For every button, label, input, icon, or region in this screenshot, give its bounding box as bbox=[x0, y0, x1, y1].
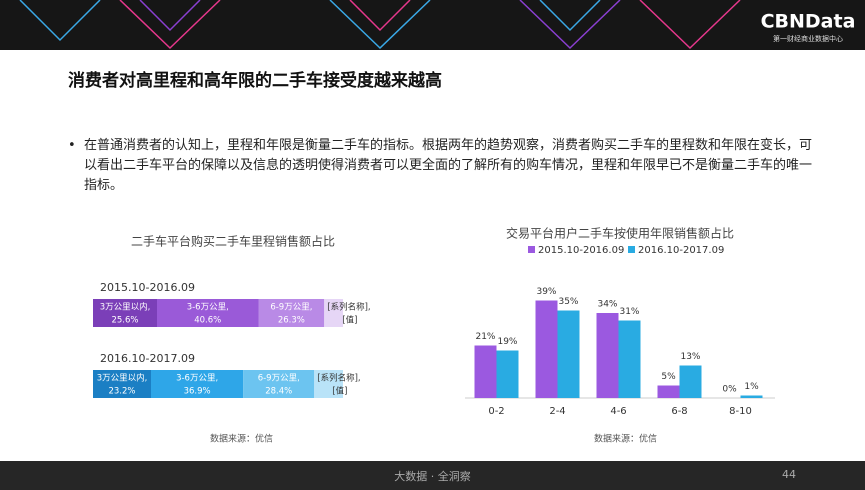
data-label: 21% bbox=[475, 332, 495, 342]
data-label: 31% bbox=[619, 307, 639, 317]
data-label: 1% bbox=[744, 382, 759, 392]
data-label: 0% bbox=[722, 385, 737, 395]
chart-title: 二手车平台购买二手车里程销售额占比 bbox=[131, 234, 335, 249]
segment-name: 3-6万公里, bbox=[176, 374, 218, 384]
data-label: 26.3% bbox=[278, 316, 305, 326]
segment-name: 3-6万公里, bbox=[187, 303, 229, 313]
bar bbox=[535, 300, 558, 398]
bar-segment bbox=[93, 370, 151, 398]
banner-bg bbox=[0, 0, 865, 50]
bar-segment bbox=[93, 299, 157, 327]
bar-segment bbox=[243, 370, 315, 398]
bar bbox=[618, 320, 641, 398]
data-label: [值] bbox=[342, 315, 357, 326]
chart-source: 数据来源：优信 bbox=[210, 433, 273, 445]
x-tick-label: 0-2 bbox=[488, 406, 504, 417]
logo: CBNData bbox=[761, 11, 856, 33]
bar-segment bbox=[314, 370, 343, 398]
header-banner: CBNData 第一财经商业数据中心 bbox=[0, 0, 865, 50]
bar bbox=[557, 310, 580, 398]
slide-title: 消费者对高里程和高年限的二手车接受度越来越高 bbox=[68, 71, 442, 91]
data-label: 28.4% bbox=[265, 387, 292, 397]
data-label: 5% bbox=[661, 372, 676, 382]
bar-segment bbox=[151, 370, 244, 398]
data-label: 13% bbox=[680, 352, 700, 362]
chart-source: 数据来源：优信 bbox=[594, 433, 657, 445]
data-label: [值] bbox=[332, 386, 347, 397]
segment-name: 6-9万公里, bbox=[270, 303, 312, 313]
legend-swatch bbox=[528, 246, 535, 253]
bar bbox=[740, 395, 763, 398]
page-number: 44 bbox=[782, 468, 796, 481]
x-tick-label: 2-4 bbox=[549, 406, 565, 417]
data-label: 36.9% bbox=[184, 387, 211, 397]
footer-text: 大数据 · 全洞察 bbox=[394, 470, 471, 483]
data-label: 19% bbox=[497, 337, 517, 347]
x-tick-label: 6-8 bbox=[671, 406, 687, 417]
segment-name: 3万公里以内, bbox=[100, 302, 151, 313]
legend-swatch bbox=[628, 246, 635, 253]
chart-title: 交易平台用户二手车按使用年限销售额占比 bbox=[506, 226, 734, 241]
bar bbox=[596, 313, 619, 398]
category-label: 2015.10-2016.09 bbox=[100, 281, 195, 294]
segment-name: [系列名称], bbox=[327, 302, 370, 313]
legend-label: 2015.10-2016.09 bbox=[538, 245, 624, 256]
category-label: 2016.10-2017.09 bbox=[100, 352, 195, 365]
bar bbox=[657, 385, 680, 398]
bar-segment bbox=[324, 299, 343, 327]
bar bbox=[496, 350, 519, 398]
x-tick-label: 8-10 bbox=[729, 406, 752, 417]
bar bbox=[679, 365, 702, 398]
data-label: 39% bbox=[536, 287, 556, 297]
bar-segment bbox=[258, 299, 325, 327]
bullet-text: 在普通消费者的认知上，里程和年限是衡量二手车的指标。根据两年的趋势观察，消费者购… bbox=[68, 136, 824, 196]
data-label: 40.6% bbox=[194, 316, 221, 326]
x-tick-label: 4-6 bbox=[610, 406, 626, 417]
logo-subtitle: 第一财经商业数据中心 bbox=[773, 34, 843, 43]
data-label: 23.2% bbox=[108, 387, 135, 397]
data-label: 25.6% bbox=[111, 316, 138, 326]
legend-label: 2016.10-2017.09 bbox=[638, 245, 724, 256]
segment-name: 3万公里以内, bbox=[97, 373, 148, 384]
data-label: 35% bbox=[558, 297, 578, 307]
segment-name: 6-9万公里, bbox=[258, 374, 300, 384]
footer: 大数据 · 全洞察 44 bbox=[0, 461, 865, 490]
data-label: 34% bbox=[597, 300, 617, 310]
segment-name: [系列名称], bbox=[317, 373, 360, 384]
banner-decoration bbox=[19, 0, 741, 50]
bar bbox=[474, 345, 497, 398]
bar-segment bbox=[157, 299, 259, 327]
